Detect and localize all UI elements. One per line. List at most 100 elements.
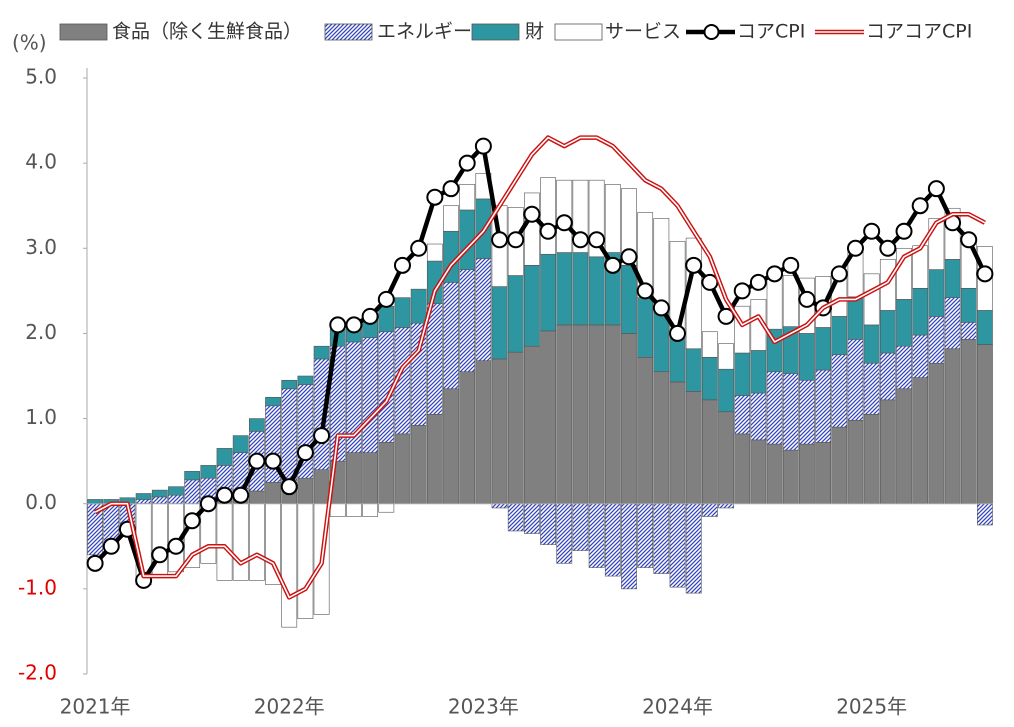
bar	[734, 352, 751, 396]
bar	[281, 379, 298, 390]
bar	[750, 392, 767, 441]
bar	[297, 375, 314, 385]
bar	[879, 310, 896, 354]
bar	[248, 418, 265, 432]
bar	[491, 358, 508, 505]
point	[248, 452, 266, 470]
bar	[524, 192, 540, 266]
bar	[443, 388, 459, 505]
y-tick-label: 1.0	[25, 405, 57, 429]
bar	[443, 205, 459, 232]
y-tick-label: 3.0	[25, 235, 57, 259]
point	[571, 231, 589, 249]
point	[167, 537, 185, 555]
point	[491, 231, 509, 249]
point	[895, 222, 913, 240]
bar	[863, 324, 880, 364]
bar	[750, 350, 767, 394]
bar	[135, 493, 152, 500]
legend-label: サービス	[605, 21, 681, 43]
point	[701, 273, 719, 291]
bar	[200, 465, 217, 479]
point	[733, 282, 751, 300]
point	[507, 231, 525, 249]
bar	[572, 252, 589, 326]
bar	[426, 243, 443, 262]
point	[393, 256, 411, 274]
bar	[977, 344, 993, 505]
bar	[718, 343, 734, 370]
bar	[281, 503, 298, 628]
bar	[151, 496, 168, 505]
bar	[410, 425, 427, 505]
bar	[346, 452, 362, 505]
bar	[362, 503, 379, 517]
bar	[912, 288, 929, 336]
bar	[928, 316, 945, 364]
bar	[669, 503, 686, 588]
point	[377, 290, 395, 308]
y-tick-label: 0.0	[25, 490, 57, 514]
bar	[799, 443, 815, 505]
bar	[879, 352, 896, 401]
bar	[248, 490, 265, 505]
bar	[556, 503, 573, 564]
bar	[701, 356, 718, 401]
bar	[896, 299, 912, 347]
point	[555, 214, 573, 232]
bar	[604, 324, 621, 505]
bar	[524, 345, 540, 505]
bar	[799, 379, 815, 445]
line-inner	[94, 136, 986, 599]
point	[102, 537, 120, 555]
bar	[588, 503, 605, 568]
bar	[378, 305, 395, 333]
point	[474, 137, 492, 155]
bar	[960, 339, 977, 505]
point	[216, 486, 234, 504]
bar	[912, 377, 929, 505]
bar	[847, 419, 864, 505]
point	[539, 222, 557, 240]
bar	[540, 330, 556, 505]
bar	[297, 477, 314, 505]
bar	[524, 265, 540, 347]
point	[766, 265, 784, 283]
bar	[766, 277, 783, 330]
point	[86, 554, 104, 572]
bar	[896, 345, 912, 390]
point	[911, 197, 929, 215]
bar	[572, 324, 589, 505]
legend-swatch	[324, 23, 373, 41]
bar	[782, 275, 799, 327]
x-tick-label: 2021年	[60, 695, 131, 719]
bar	[944, 259, 961, 298]
bar	[637, 503, 654, 568]
bar	[621, 333, 637, 505]
bar	[426, 414, 443, 505]
legend-label: コアCPI	[737, 21, 805, 43]
bar	[912, 334, 929, 379]
point	[313, 427, 331, 445]
bar	[540, 503, 556, 545]
bar	[507, 275, 524, 353]
point	[879, 239, 897, 257]
bar	[653, 218, 670, 313]
bar	[685, 503, 702, 594]
bar	[799, 333, 815, 381]
point	[296, 444, 314, 462]
bar	[944, 348, 961, 505]
x-tick-label: 2025年	[836, 695, 907, 719]
bar	[879, 399, 896, 505]
bar	[378, 442, 395, 505]
point	[442, 180, 460, 198]
point	[345, 316, 363, 334]
bar	[734, 395, 751, 435]
bar	[604, 503, 621, 577]
bar	[475, 360, 492, 505]
bar	[443, 282, 459, 390]
y-tick-label: -1.0	[18, 575, 57, 599]
bar	[669, 381, 686, 505]
point	[976, 265, 994, 283]
bar	[637, 297, 654, 358]
